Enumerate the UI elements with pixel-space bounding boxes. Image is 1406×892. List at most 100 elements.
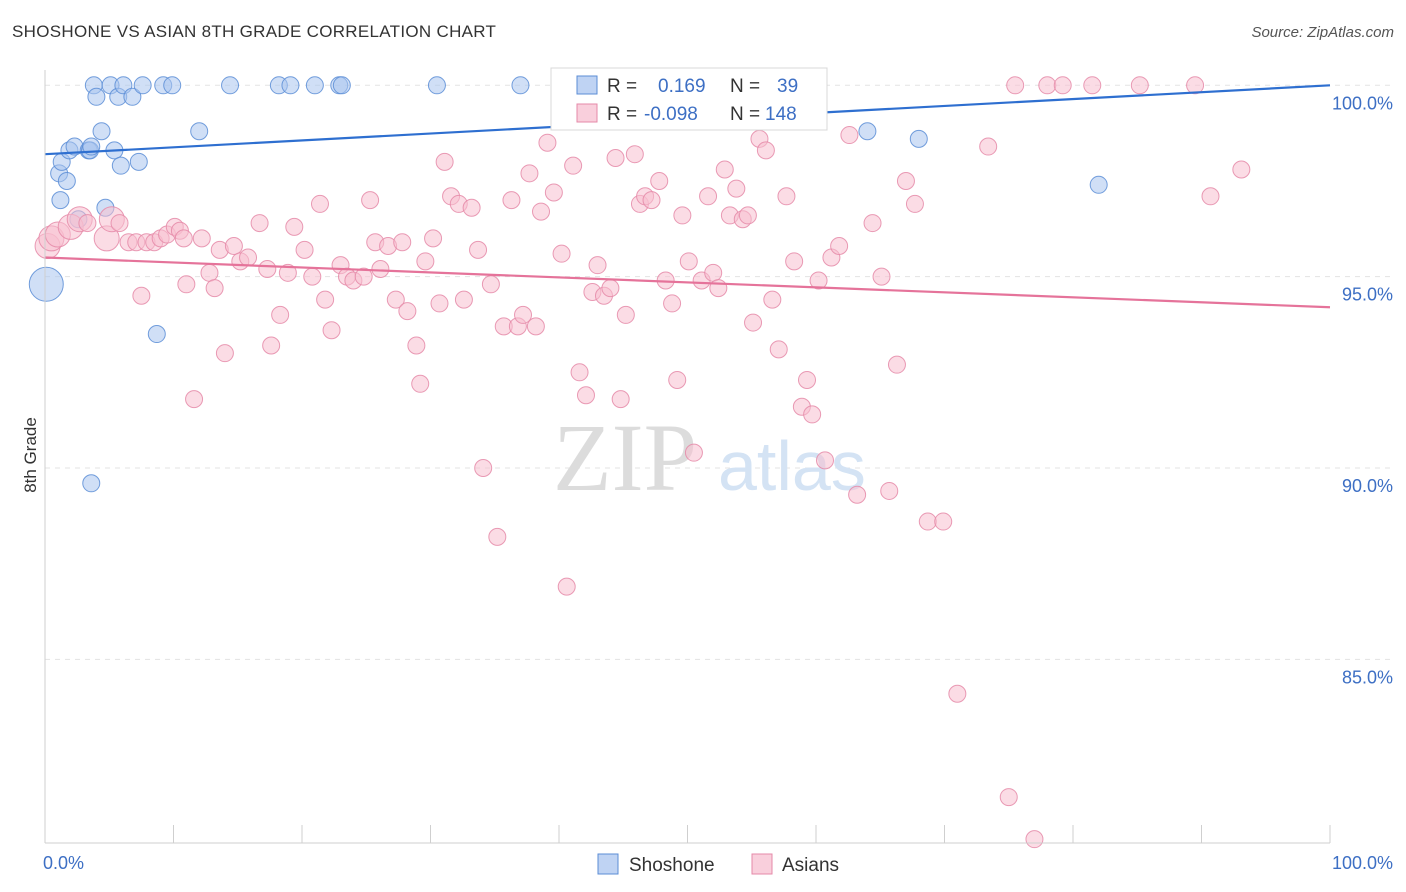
asians-point-83 — [606, 149, 625, 168]
asians-point-59 — [454, 290, 473, 309]
asians-point-33 — [278, 263, 297, 282]
asians-point-137 — [1186, 76, 1205, 95]
asians-point-122 — [863, 214, 882, 233]
stats-swatch-shoshone — [576, 75, 598, 95]
asians-point-77 — [570, 363, 589, 382]
asians-point-43 — [354, 267, 373, 286]
asians-point-98 — [699, 187, 718, 206]
shoshone-point-2 — [51, 191, 70, 210]
asians-point-140 — [999, 788, 1018, 807]
asians-point-78 — [576, 386, 595, 405]
asians-point-106 — [744, 313, 763, 332]
asians-point-94 — [673, 206, 692, 225]
asians-point-108 — [756, 141, 775, 160]
asians-point-39 — [322, 321, 341, 340]
asians-point-75 — [557, 577, 576, 596]
asians-point-116 — [809, 271, 828, 290]
x-tick-label-0: 0.0% — [43, 853, 84, 873]
asians-point-20 — [185, 390, 204, 409]
shoshone-point-28 — [221, 76, 240, 95]
asians-point-109 — [763, 290, 782, 309]
asians-point-76 — [564, 156, 583, 175]
asians-point-49 — [393, 233, 412, 252]
asians-point-31 — [262, 336, 281, 355]
asians-point-69 — [520, 164, 539, 183]
asians-point-119 — [830, 237, 849, 256]
asians-trend-line — [44, 256, 1331, 309]
shoshone-point-38 — [1089, 175, 1108, 194]
asians-point-51 — [407, 336, 426, 355]
asians-point-28 — [239, 248, 258, 267]
asians-point-92 — [663, 294, 682, 313]
asians-point-125 — [887, 355, 906, 374]
asians-point-56 — [435, 152, 454, 171]
shoshone-point-36 — [858, 122, 877, 141]
asians-point-135 — [1083, 76, 1102, 95]
asians-point-8 — [110, 214, 129, 233]
asians-point-110 — [769, 340, 788, 359]
axes-layer: 85.0% 90.0% 95.0% 100.0% 0.0% 100.0% — [43, 70, 1393, 873]
y-axis-title: 8th Grade — [21, 417, 40, 493]
asians-point-114 — [798, 370, 817, 389]
asians-point-70 — [526, 317, 545, 336]
stats-n-value-asians: 148 — [765, 104, 797, 125]
shoshone-point-31 — [305, 76, 324, 95]
shoshone-point-24 — [147, 325, 166, 344]
asians-point-26 — [224, 237, 243, 256]
asians-point-133 — [1038, 76, 1057, 95]
stats-swatch-asians — [576, 103, 598, 123]
asians-point-123 — [872, 267, 891, 286]
legend-swatch-asians[interactable] — [751, 853, 773, 875]
stats-n-value-shoshone: 39 — [777, 76, 798, 97]
asians-point-130 — [948, 684, 967, 703]
stats-r-value-shoshone: 0.169 — [658, 76, 706, 97]
asians-point-127 — [905, 194, 924, 213]
chart-title: SHOSHONE VS ASIAN 8TH GRADE CORRELATION … — [12, 22, 497, 41]
asians-point-139 — [1232, 160, 1251, 179]
asians-point-93 — [668, 370, 687, 389]
asians-point-134 — [1053, 76, 1072, 95]
asians-point-61 — [469, 240, 488, 259]
legend-swatch-shoshone[interactable] — [597, 853, 619, 875]
asians-point-30 — [258, 259, 277, 278]
shoshone-point-11 — [82, 474, 101, 493]
shoshone-point-30 — [281, 76, 300, 95]
asians-point-63 — [481, 275, 500, 294]
legend-label-shoshone[interactable]: Shoshone — [629, 855, 715, 876]
asians-point-66 — [502, 191, 521, 210]
asians-point-71 — [532, 202, 551, 221]
asians-point-22 — [200, 263, 219, 282]
legend-label-asians[interactable]: Asians — [782, 855, 839, 876]
asians-point-86 — [625, 145, 644, 164]
shoshone-point-37 — [909, 129, 928, 148]
asians-point-29 — [250, 214, 269, 233]
asians-point-52 — [411, 374, 430, 393]
asians-point-124 — [880, 481, 899, 500]
y-tick-label-1: 90.0% — [1342, 476, 1393, 496]
asians-point-82 — [601, 279, 620, 298]
shoshone-point-35 — [511, 76, 530, 95]
asians-point-131 — [979, 137, 998, 156]
asians-point-90 — [650, 171, 669, 190]
shoshone-point-0 — [28, 266, 64, 302]
asians-point-115 — [803, 405, 822, 424]
stats-n-label-shoshone: N = — [730, 76, 760, 97]
asians-point-25 — [215, 344, 234, 363]
asians-point-89 — [642, 191, 661, 210]
asians-point-111 — [777, 187, 796, 206]
asians-point-46 — [371, 259, 390, 278]
shoshone-point-23 — [133, 76, 152, 95]
asians-point-73 — [544, 183, 563, 202]
asians-point-38 — [316, 290, 335, 309]
y-tick-label-0: 85.0% — [1342, 667, 1393, 687]
asians-point-105 — [738, 206, 757, 225]
asians-point-129 — [934, 512, 953, 531]
asians-point-68 — [514, 305, 533, 324]
asians-point-136 — [1130, 76, 1149, 95]
asians-point-85 — [616, 305, 635, 324]
asians-point-80 — [588, 256, 607, 275]
asians-point-48 — [386, 290, 405, 309]
asians-point-103 — [727, 179, 746, 198]
shoshone-point-27 — [190, 122, 209, 141]
